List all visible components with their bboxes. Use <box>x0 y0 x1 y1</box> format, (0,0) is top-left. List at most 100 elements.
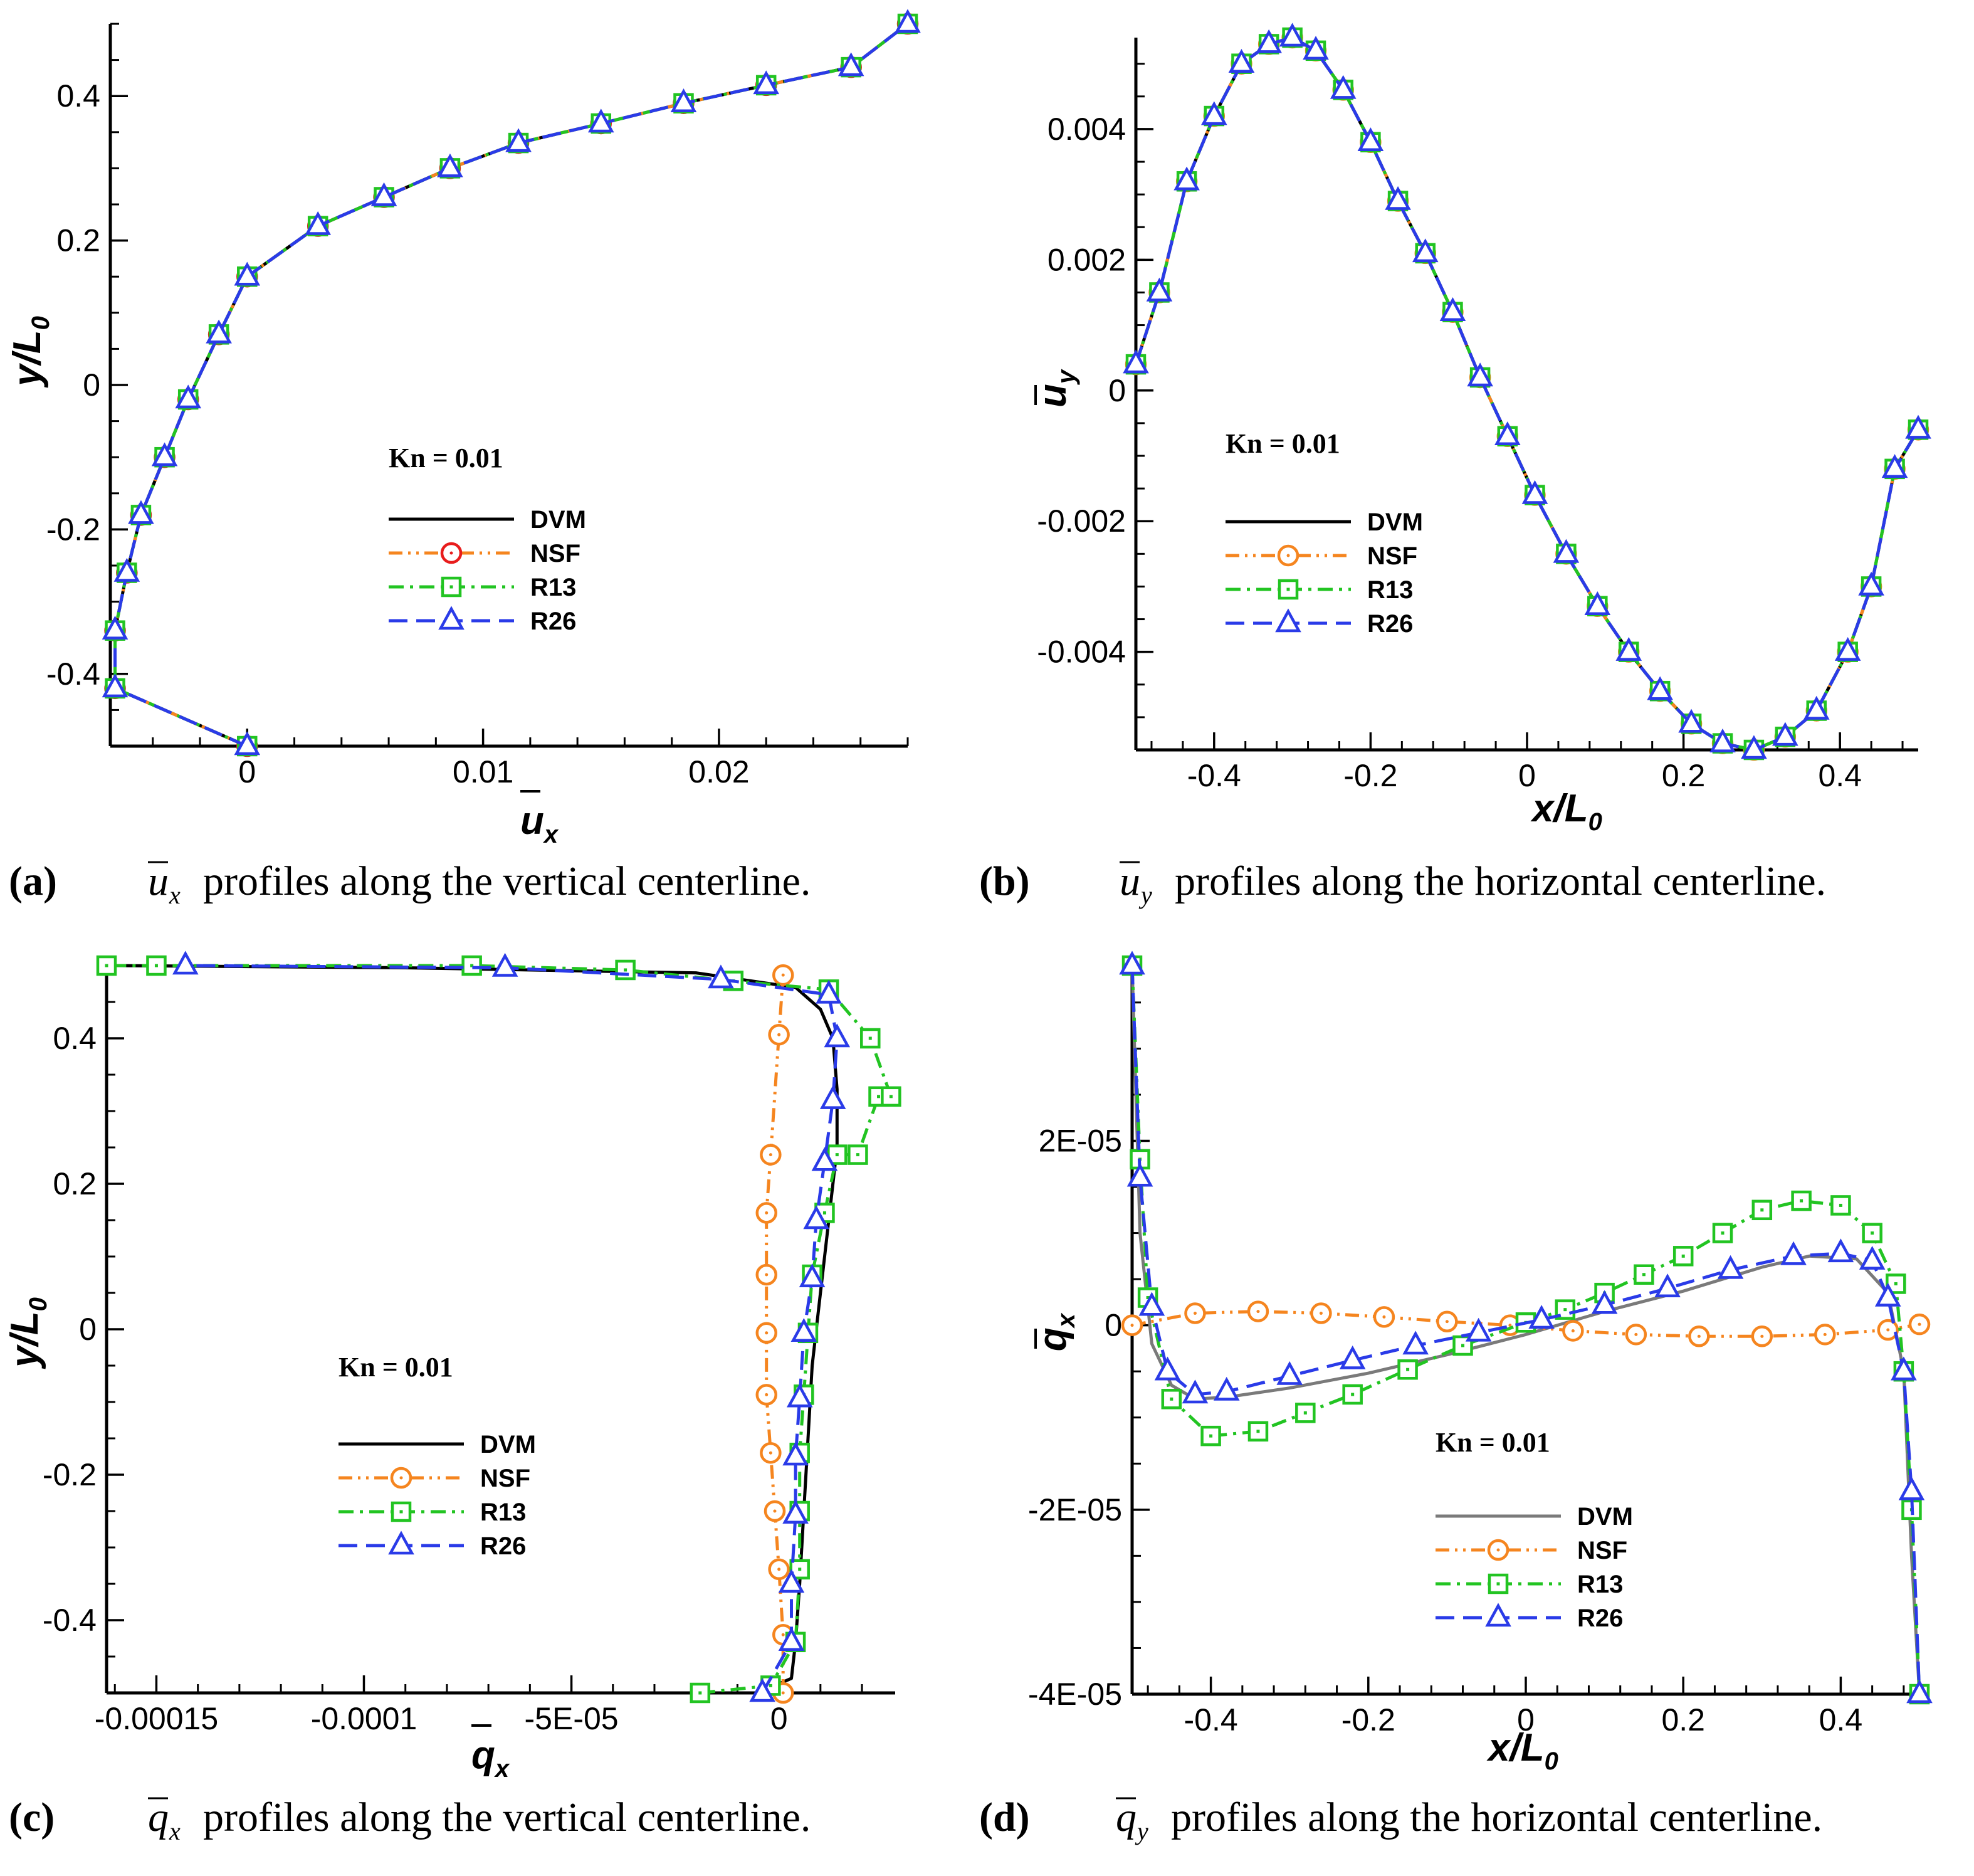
marker-r26 <box>1256 29 1282 53</box>
marker-r13-dot <box>624 968 627 972</box>
marker-r13-box <box>881 1086 901 1107</box>
marker-nsf-dot <box>769 1451 772 1455</box>
marker-r26 <box>895 9 921 33</box>
y-tick-label: -0.004 <box>1037 635 1126 670</box>
marker-nsf-dot <box>1823 1332 1827 1336</box>
marker-r26 <box>778 1627 805 1652</box>
marker-r26 <box>1898 1476 1925 1500</box>
y-tick-label: 0.2 <box>56 223 100 258</box>
marker-r26 <box>1717 1255 1744 1279</box>
x-tick-label: -0.00015 <box>95 1701 218 1736</box>
marker-r26 <box>1741 735 1767 759</box>
marker-r26 <box>1279 23 1306 47</box>
marker-r26 <box>753 70 780 95</box>
marker-nsf-dot <box>1634 1332 1638 1336</box>
marker-nsf-dot <box>765 1211 769 1215</box>
knudsen-label: Kn = 0.01 <box>1436 1427 1550 1458</box>
x-axis-label: x/L0 <box>1530 787 1602 836</box>
x-axis-label-main: x/L <box>1530 787 1588 830</box>
series-line-r26 <box>185 964 839 1694</box>
marker-r26 <box>1146 277 1173 302</box>
x-axis-label-main: q <box>471 1734 495 1777</box>
marker-nsf <box>1121 1314 1143 1336</box>
marker-r13-dot <box>1406 1367 1410 1371</box>
marker-r13-dot <box>1681 1254 1685 1258</box>
marker-r26 <box>799 1263 826 1288</box>
caption-subscript: y <box>1138 881 1152 909</box>
marker-r26 <box>1858 571 1884 596</box>
x-tick-label: 0 <box>770 1701 788 1736</box>
y-axis-label-main: y/L <box>6 330 49 388</box>
marker-r26 <box>1276 1361 1303 1385</box>
marker-r13 <box>1247 1421 1269 1442</box>
marker-r13-dot <box>1760 1208 1764 1212</box>
series-line-dvm <box>113 23 909 748</box>
series-line-r13 <box>1134 36 1920 752</box>
marker-r13 <box>1295 1403 1316 1423</box>
marker-r26 <box>819 1085 846 1109</box>
legend-marker-r13-dot <box>1286 588 1290 591</box>
marker-r13-dot <box>822 1211 826 1215</box>
marker-r13-dot <box>1256 1430 1260 1433</box>
marker-r26 <box>1126 1162 1153 1187</box>
marker-r13-dot <box>1146 1296 1150 1300</box>
y-tick-label: -0.4 <box>43 1603 97 1638</box>
marker-r26 <box>778 1569 805 1593</box>
marker-nsf <box>1373 1306 1395 1328</box>
caption-subscript: x <box>169 1817 181 1845</box>
x-tick-label: -5E-05 <box>525 1701 619 1736</box>
marker-nsf-dot <box>777 1033 781 1036</box>
marker-r13-dot <box>1170 1397 1173 1401</box>
marker-r26 <box>1584 591 1611 615</box>
y-axis-label-main: u <box>1031 384 1074 408</box>
legend-marker-nsf-dot <box>449 551 453 555</box>
marker-r26 <box>1439 297 1466 321</box>
marker-r13-box <box>1886 1273 1906 1294</box>
legend-label-r26: R26 <box>1367 610 1413 638</box>
marker-r26 <box>708 964 734 989</box>
x-axis-label: x/L0 <box>1486 1726 1558 1775</box>
marker-r26 <box>782 1500 809 1524</box>
marker-r26 <box>102 616 129 640</box>
marker-nsf <box>1908 1313 1931 1336</box>
marker-r13-dot <box>1871 1231 1874 1235</box>
marker-r26 <box>1228 49 1255 73</box>
marker-nsf <box>760 1441 782 1464</box>
marker-r26 <box>491 952 518 977</box>
marker-r26 <box>1303 36 1329 60</box>
legend-marker-nsf-dot <box>1496 1548 1500 1552</box>
knudsen-label: Kn = 0.01 <box>1226 428 1340 459</box>
series-line-nsf <box>113 23 909 748</box>
marker-nsf <box>768 1558 790 1581</box>
marker-nsf-dot <box>1697 1334 1701 1338</box>
y-axis-label-sub: y <box>1053 369 1080 385</box>
legend-marker-r13-dot <box>449 585 453 589</box>
x-axis-label-main: u <box>520 799 544 843</box>
legend-label-r13: R13 <box>530 574 576 601</box>
legend-label-dvm: DVM <box>480 1431 536 1458</box>
y-tick-label: 0.2 <box>53 1166 97 1201</box>
marker-r26 <box>1402 1331 1429 1355</box>
marker-r13 <box>461 955 482 976</box>
y-tick-label: 0.4 <box>56 78 100 113</box>
legend-marker-nsf-dot <box>1286 554 1290 557</box>
marker-r13 <box>1161 1389 1182 1410</box>
legend-label-r26: R26 <box>530 608 576 635</box>
marker-nsf-dot <box>781 973 785 977</box>
marker-r13-dot <box>1800 1199 1803 1203</box>
marker-nsf <box>768 1023 790 1046</box>
y-axis-label: qx <box>1031 1312 1080 1351</box>
marker-r26 <box>1615 636 1642 661</box>
legend-marker-nsf <box>1277 544 1299 567</box>
marker-r26 <box>1465 1317 1492 1342</box>
series-line-nsf <box>765 974 785 1693</box>
caption-label: (d) <box>979 1794 1030 1840</box>
marker-r26 <box>803 1205 829 1230</box>
marker-nsf <box>755 1263 777 1286</box>
knudsen-label: Kn = 0.01 <box>389 443 503 473</box>
legend-marker-r26 <box>1485 1603 1511 1627</box>
legend-marker-r13 <box>1488 1573 1509 1594</box>
marker-r26 <box>782 1441 809 1466</box>
marker-nsf-dot <box>1445 1320 1449 1324</box>
marker-r13-dot <box>1839 1203 1842 1207</box>
